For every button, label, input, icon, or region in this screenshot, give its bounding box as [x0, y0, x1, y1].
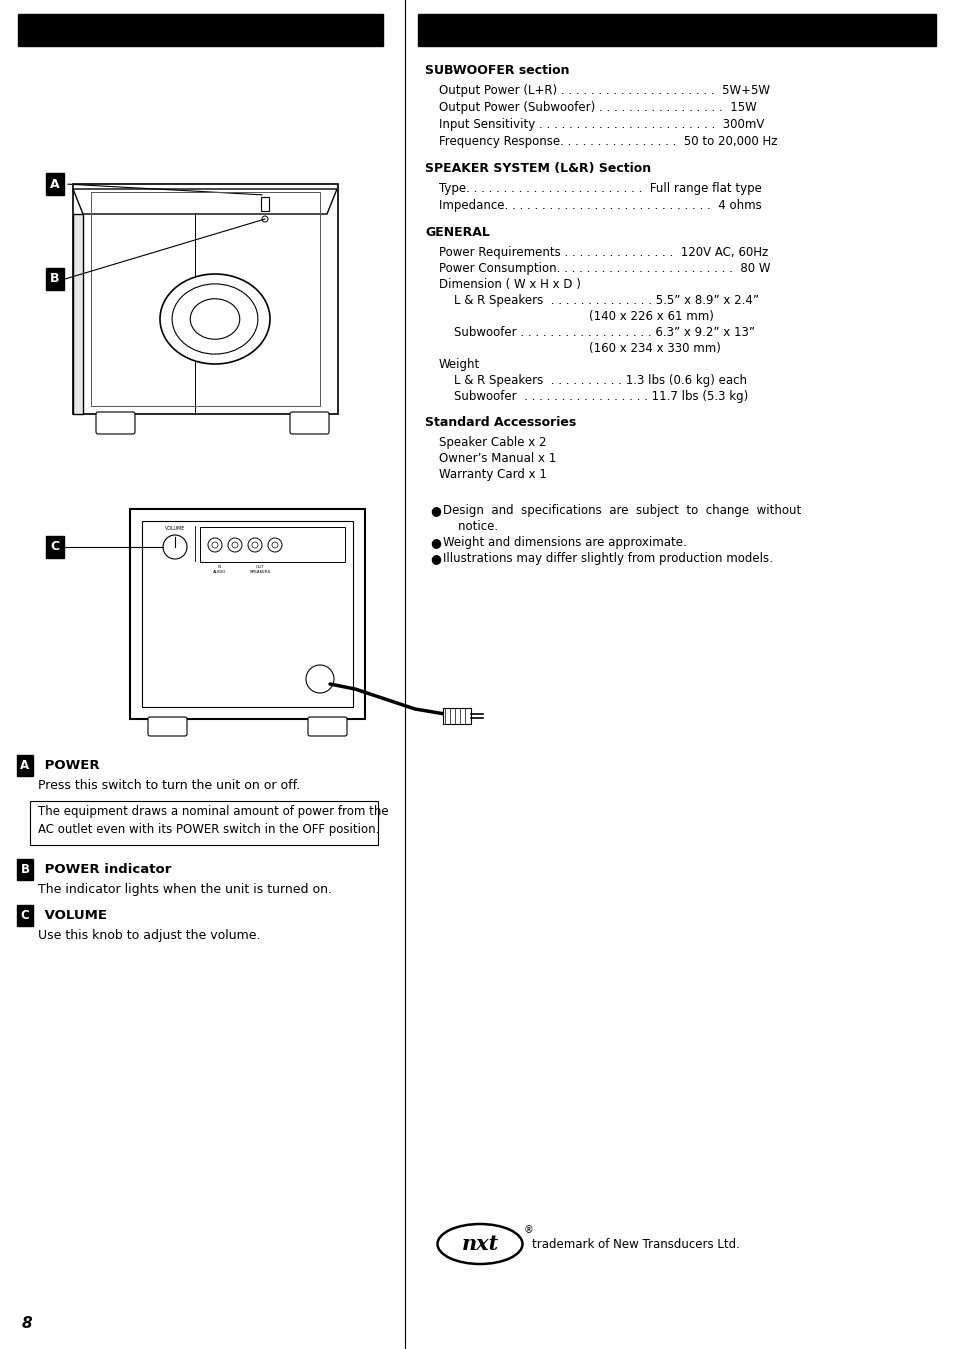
Text: ●: ●	[430, 505, 440, 517]
Circle shape	[163, 536, 187, 558]
FancyBboxPatch shape	[96, 411, 135, 434]
Bar	[142, 521, 353, 707]
Text: L & R Speakers  . . . . . . . . . . . . . . 5.5” x 8.9” x 2.4”: L & R Speakers . . . . . . . . . . . . .…	[438, 294, 759, 308]
Text: IN
AUDIO: IN AUDIO	[213, 565, 227, 573]
Ellipse shape	[437, 1224, 522, 1264]
Circle shape	[272, 542, 277, 548]
Circle shape	[268, 538, 282, 552]
Circle shape	[212, 542, 218, 548]
Text: Weight and dimensions are approximate.: Weight and dimensions are approximate.	[442, 536, 686, 549]
Circle shape	[248, 538, 262, 552]
Text: C: C	[21, 909, 30, 921]
Ellipse shape	[160, 274, 270, 364]
Text: A: A	[20, 759, 30, 772]
Text: SPEAKER SYSTEM (L&R) Section: SPEAKER SYSTEM (L&R) Section	[424, 162, 651, 175]
Polygon shape	[73, 189, 336, 214]
Bar	[30, 801, 377, 844]
Text: Subwoofer . . . . . . . . . . . . . . . . . . 6.3” x 9.2” x 13”: Subwoofer . . . . . . . . . . . . . . . …	[438, 326, 754, 339]
Text: Dimension ( W x H x D ): Dimension ( W x H x D )	[438, 278, 580, 291]
Text: Speaker Cable x 2: Speaker Cable x 2	[438, 436, 546, 449]
Text: nxt: nxt	[461, 1234, 498, 1255]
Text: OUT
SPEAKERS: OUT SPEAKERS	[249, 565, 271, 573]
Text: (140 x 226 x 61 mm): (140 x 226 x 61 mm)	[438, 310, 713, 322]
Text: A: A	[51, 178, 60, 190]
Text: notice.: notice.	[442, 519, 497, 533]
Text: Type. . . . . . . . . . . . . . . . . . . . . . . .  Full range flat type: Type. . . . . . . . . . . . . . . . . . …	[438, 182, 761, 196]
Text: Output Power (L+R) . . . . . . . . . . . . . . . . . . . . .  5W+5W: Output Power (L+R) . . . . . . . . . . .…	[438, 84, 769, 97]
Text: C: C	[51, 541, 59, 553]
Text: Illustrations may differ slightly from production models.: Illustrations may differ slightly from p…	[442, 552, 772, 565]
Text: ●: ●	[430, 552, 440, 565]
Text: ®: ®	[523, 1225, 533, 1234]
Ellipse shape	[190, 298, 239, 339]
Circle shape	[228, 538, 242, 552]
Text: POWER indicator: POWER indicator	[40, 863, 172, 876]
Text: Frequency Response. . . . . . . . . . . . . . . .  50 to 20,000 Hz: Frequency Response. . . . . . . . . . . …	[438, 135, 777, 148]
Text: The indicator lights when the unit is turned on.: The indicator lights when the unit is tu…	[38, 884, 332, 896]
Text: Weight: Weight	[438, 357, 479, 371]
Text: Input Sensitivity . . . . . . . . . . . . . . . . . . . . . . . .  300mV: Input Sensitivity . . . . . . . . . . . …	[438, 117, 763, 131]
Text: Output Power (Subwoofer) . . . . . . . . . . . . . . . . .  15W: Output Power (Subwoofer) . . . . . . . .…	[438, 101, 756, 115]
Text: B: B	[51, 272, 60, 286]
Circle shape	[208, 538, 222, 552]
Text: Specifications: Specifications	[613, 23, 740, 38]
Text: Power Requirements . . . . . . . . . . . . . . .  120V AC, 60Hz: Power Requirements . . . . . . . . . . .…	[438, 246, 767, 259]
FancyBboxPatch shape	[308, 718, 347, 737]
Text: POWER: POWER	[40, 759, 99, 772]
Text: trademark of New Transducers Ltd.: trademark of New Transducers Ltd.	[532, 1237, 740, 1251]
Circle shape	[262, 216, 268, 223]
Text: GENERAL: GENERAL	[424, 227, 489, 239]
Circle shape	[232, 542, 237, 548]
FancyBboxPatch shape	[148, 718, 187, 737]
Text: Use this knob to adjust the volume.: Use this knob to adjust the volume.	[38, 929, 260, 942]
Text: Press this switch to turn the unit on or off.: Press this switch to turn the unit on or…	[38, 778, 300, 792]
Text: ●: ●	[430, 536, 440, 549]
Text: Impedance. . . . . . . . . . . . . . . . . . . . . . . . . . . .  4 ohms: Impedance. . . . . . . . . . . . . . . .…	[438, 200, 760, 212]
Ellipse shape	[172, 283, 257, 353]
Text: The equipment draws a nominal amount of power from the
AC outlet even with its P: The equipment draws a nominal amount of …	[38, 805, 388, 836]
Text: Standard Accessories: Standard Accessories	[424, 415, 576, 429]
Text: Design  and  specifications  are  subject  to  change  without: Design and specifications are subject to…	[442, 505, 801, 517]
Text: 8: 8	[22, 1317, 32, 1331]
Text: L & R Speakers  . . . . . . . . . . 1.3 lbs (0.6 kg) each: L & R Speakers . . . . . . . . . . 1.3 l…	[438, 374, 746, 387]
Text: B: B	[20, 863, 30, 876]
Bar	[91, 192, 319, 406]
Text: VOLUME: VOLUME	[165, 526, 185, 532]
Text: Warranty Card x 1: Warranty Card x 1	[438, 468, 546, 482]
Bar	[73, 183, 337, 414]
Text: Subwoofer  . . . . . . . . . . . . . . . . . 11.7 lbs (5.3 kg): Subwoofer . . . . . . . . . . . . . . . …	[438, 390, 747, 403]
FancyBboxPatch shape	[290, 411, 329, 434]
Bar	[417, 13, 935, 46]
Text: (160 x 234 x 330 mm): (160 x 234 x 330 mm)	[438, 343, 720, 355]
Bar	[261, 197, 269, 210]
Text: VOLUME: VOLUME	[40, 909, 107, 921]
Circle shape	[306, 665, 334, 693]
Bar	[130, 509, 365, 719]
Bar	[442, 708, 471, 724]
Text: SUBWOOFER section: SUBWOOFER section	[424, 63, 569, 77]
Text: Power Consumption. . . . . . . . . . . . . . . . . . . . . . . .  80 W: Power Consumption. . . . . . . . . . . .…	[438, 262, 770, 275]
Text: Owner’s Manual x 1: Owner’s Manual x 1	[438, 452, 556, 465]
Bar	[18, 13, 382, 46]
Bar	[200, 527, 345, 563]
Text: Names of Each Control: Names of Each Control	[98, 23, 303, 38]
Circle shape	[252, 542, 257, 548]
Polygon shape	[73, 214, 83, 414]
